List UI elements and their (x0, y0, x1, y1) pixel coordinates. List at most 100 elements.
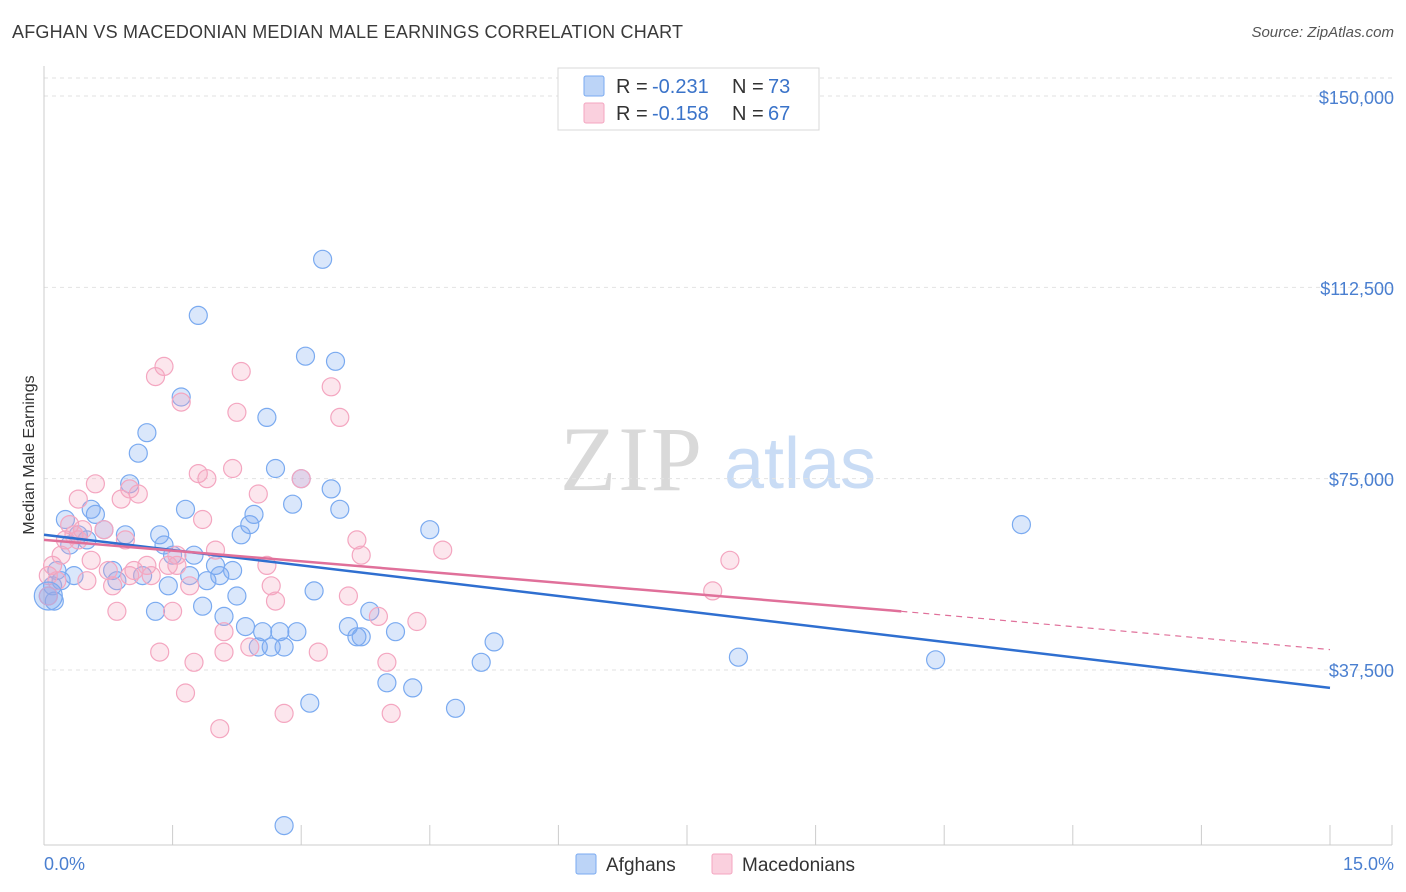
point-afghans (158, 576, 178, 596)
point-macedonians (377, 652, 397, 672)
point-afghans (330, 499, 350, 519)
trendline-macedonians (43, 538, 902, 613)
bottom-legend-label-afghans: Afghans (606, 855, 676, 876)
bottom-legend: Afghans Macedonians (575, 853, 855, 876)
point-afghans (445, 698, 466, 718)
watermark-atlas: atlas (724, 424, 876, 504)
point-macedonians (85, 474, 106, 494)
point-macedonians (47, 571, 67, 591)
point-afghans (313, 249, 333, 269)
y-tick-label-112500: $112,500 (1320, 279, 1394, 299)
point-afghans (171, 387, 191, 407)
y-tick-label-75000: $75,000 (1329, 470, 1394, 490)
point-macedonians (107, 601, 127, 621)
point-afghans (145, 601, 166, 621)
point-macedonians (175, 683, 196, 703)
point-macedonians (38, 586, 58, 606)
point-afghans (223, 560, 243, 581)
point-macedonians (338, 586, 358, 606)
point-afghans (128, 443, 148, 463)
bottom-legend-label-macedonians: Macedonians (742, 855, 855, 876)
point-afghans (240, 514, 260, 535)
point-afghans (351, 627, 371, 647)
chart-title: AFGHAN VS MACEDONIAN MEDIAN MALE EARNING… (12, 22, 684, 42)
point-macedonians (214, 622, 234, 642)
point-macedonians (407, 611, 427, 632)
point-macedonians (128, 484, 148, 504)
point-macedonians (167, 555, 187, 576)
point-afghans (325, 351, 346, 371)
point-afghans (184, 545, 204, 565)
point-afghans (227, 586, 247, 606)
point-afghans (188, 305, 208, 325)
point-macedonians (141, 565, 161, 586)
point-afghans (257, 407, 277, 427)
legend-r-label-macedonians: R = (616, 103, 648, 125)
point-afghans (244, 504, 264, 525)
point-afghans (925, 650, 946, 670)
point-afghans (137, 423, 157, 443)
legend-n-label-macedonians: N = (732, 103, 764, 125)
y-axis-label: Median Male Earnings (21, 375, 38, 534)
point-macedonians (51, 545, 71, 565)
point-afghans (300, 693, 320, 713)
trend-layer (43, 533, 1331, 690)
series-macedonians (38, 356, 740, 739)
point-afghans (270, 622, 290, 642)
point-afghans (175, 499, 196, 519)
legend-swatch-macedonians (583, 102, 605, 124)
point-macedonians (308, 642, 328, 662)
point-macedonians (274, 703, 294, 724)
source-label: Source: ZipAtlas.com (1251, 24, 1394, 41)
point-macedonians (214, 642, 234, 662)
point-macedonians (81, 550, 101, 570)
point-macedonians (68, 489, 88, 509)
point-afghans (377, 673, 397, 693)
point-macedonians (223, 458, 243, 479)
point-afghans (287, 622, 307, 642)
point-afghans (274, 815, 294, 836)
point-macedonians (433, 540, 453, 560)
point-afghans (210, 565, 230, 586)
x-tick-label-min: 0.0% (44, 854, 85, 874)
point-macedonians (137, 555, 157, 576)
point-macedonians (94, 520, 114, 540)
point-afghans (471, 652, 491, 672)
bottom-legend-swatch-macedonians (711, 853, 733, 875)
point-afghans (321, 479, 341, 499)
point-macedonians (347, 530, 367, 550)
point-afghans (304, 581, 324, 601)
point-macedonians (163, 601, 183, 621)
point-afghans (385, 622, 406, 642)
point-macedonians (368, 606, 388, 627)
point-afghans (403, 678, 423, 698)
point-macedonians (197, 469, 217, 489)
point-afghans (484, 632, 504, 652)
point-macedonians (154, 356, 174, 376)
point-macedonians (120, 565, 140, 586)
x-tick-label-max: 15.0% (1343, 854, 1394, 874)
y-tick-label-37500: $37,500 (1329, 661, 1394, 681)
legend-box: R = -0.231 N = 73 R = -0.158 N = 67 (557, 67, 820, 131)
y-tick-label-150000: $150,000 (1319, 88, 1394, 108)
legend-r-value-macedonians: -0.158 (652, 103, 709, 125)
point-afghans (85, 504, 106, 525)
watermark-zip: ZIP (560, 408, 704, 510)
point-afghans (193, 596, 213, 616)
point-afghans (420, 520, 440, 540)
point-afghans (1011, 514, 1032, 535)
point-macedonians (102, 576, 123, 596)
point-macedonians (193, 509, 213, 530)
point-afghans-cluster (33, 581, 63, 611)
trendline-afghans (43, 533, 1331, 690)
point-macedonians (227, 402, 247, 422)
point-macedonians (77, 571, 97, 591)
point-macedonians (330, 407, 350, 427)
axes (43, 66, 1393, 846)
point-macedonians (291, 469, 311, 489)
points-layer (33, 249, 1032, 836)
point-afghans (253, 622, 273, 642)
point-macedonians (265, 591, 286, 611)
point-afghans (150, 525, 170, 545)
